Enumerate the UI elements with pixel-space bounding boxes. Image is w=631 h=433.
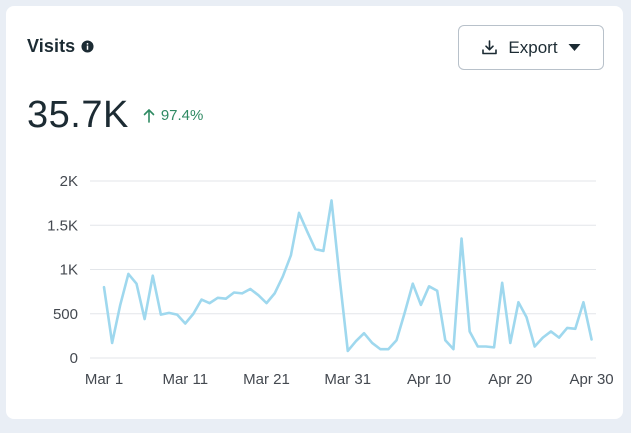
export-button[interactable]: Export xyxy=(458,25,604,70)
card-header: Visits xyxy=(27,36,94,57)
export-label: Export xyxy=(508,37,558,57)
card-title: Visits xyxy=(27,36,76,56)
caret-down-icon xyxy=(568,44,581,51)
delta-badge: 97.4% xyxy=(143,107,204,124)
download-icon xyxy=(482,40,498,55)
visits-card: Visits Export 35.7K 97.4% xyxy=(6,6,623,419)
delta-value: 97.4% xyxy=(160,107,204,124)
info-icon[interactable] xyxy=(81,40,94,53)
total-row: 35.7K 97.4% xyxy=(27,94,203,137)
total-visits: 35.7K xyxy=(27,94,129,136)
arrow-up-icon xyxy=(143,109,155,123)
